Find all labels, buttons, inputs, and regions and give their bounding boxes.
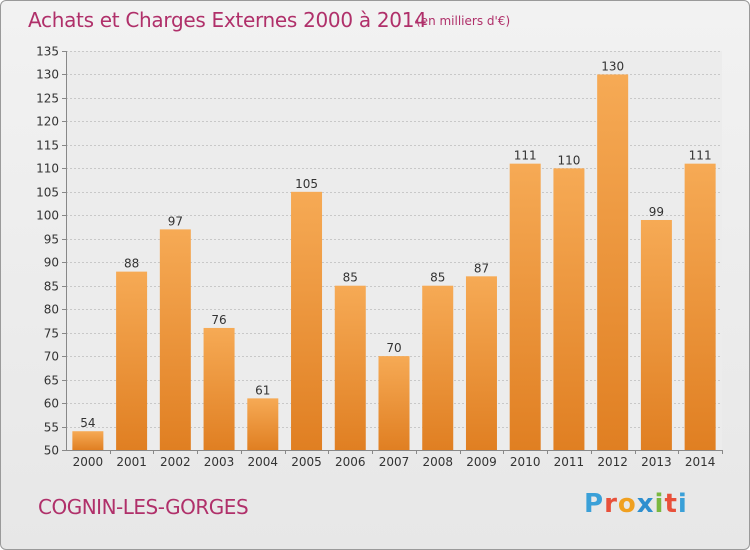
x-tick-label: 2006 [335, 455, 366, 469]
y-tick-label: 75 [44, 327, 59, 341]
data-label: 105 [295, 177, 318, 191]
y-tick-label: 70 [44, 350, 59, 364]
chart-subtitle: (en milliers d'€) [416, 14, 511, 28]
bar [597, 74, 629, 451]
y-tick-label: 65 [44, 374, 59, 388]
bar [509, 163, 541, 451]
bar [334, 285, 366, 450]
y-tick-label: 50 [44, 444, 59, 458]
y-tick-label: 120 [36, 115, 59, 129]
x-tick-label: 2007 [379, 455, 410, 469]
y-tick-label: 55 [44, 421, 59, 435]
logo-letter: o [617, 489, 637, 519]
y-tick-label: 60 [44, 397, 59, 411]
x-tick-label: 2000 [73, 455, 104, 469]
x-tick-label: 2010 [510, 455, 541, 469]
bar [291, 191, 323, 450]
chart-title: Achats et Charges Externes 2000 à 2014 [28, 8, 427, 32]
data-label: 54 [80, 416, 95, 430]
x-tick-label: 2005 [291, 455, 322, 469]
y-tick-label: 125 [36, 92, 59, 106]
logo-letter: r [604, 489, 618, 519]
bar [116, 271, 148, 450]
data-label: 99 [649, 205, 664, 219]
y-tick-label: 115 [36, 139, 59, 153]
bar [684, 163, 716, 451]
x-tick-label: 2002 [160, 455, 191, 469]
data-label: 76 [211, 313, 226, 327]
data-label: 97 [168, 214, 183, 228]
bar [203, 327, 235, 450]
logo-letter: i [677, 489, 688, 519]
y-tick-label: 130 [36, 68, 59, 82]
y-tick-label: 90 [44, 256, 59, 270]
y-tick-label: 85 [44, 280, 59, 294]
bar [553, 168, 585, 450]
x-tick-label: 2004 [248, 455, 279, 469]
data-label: 88 [124, 257, 139, 271]
x-tick-label: 2001 [116, 455, 147, 469]
y-tick-label: 110 [36, 162, 59, 176]
x-tick-label: 2013 [641, 455, 672, 469]
proxiti-logo: Proxiti [584, 489, 688, 519]
bar [72, 431, 104, 450]
data-label: 111 [514, 149, 537, 163]
y-tick-label: 80 [44, 303, 59, 317]
data-label: 87 [474, 261, 489, 275]
y-tick-label: 105 [36, 186, 59, 200]
logo-letter: t [664, 489, 678, 519]
x-tick-label: 2012 [597, 455, 628, 469]
logo-letter: x [636, 489, 655, 519]
y-tick-label: 135 [36, 45, 59, 59]
bar [378, 356, 410, 450]
data-label: 85 [430, 271, 445, 285]
bar [640, 219, 672, 450]
logo-letter: P [584, 489, 605, 519]
y-tick-label: 100 [36, 209, 59, 223]
data-label: 85 [343, 271, 358, 285]
x-tick-label: 2009 [466, 455, 497, 469]
x-tick-label: 2014 [685, 455, 716, 469]
logo-letter: i [654, 489, 665, 519]
bar [465, 276, 497, 450]
commune-name: COGNIN-LES-GORGES [38, 495, 249, 519]
data-label: 130 [601, 59, 624, 73]
bar [247, 398, 279, 450]
x-tick-label: 2011 [554, 455, 585, 469]
x-tick-label: 2008 [422, 455, 453, 469]
bar [422, 285, 454, 450]
data-label: 70 [386, 341, 401, 355]
data-label: 111 [689, 149, 712, 163]
data-label: 110 [557, 153, 580, 167]
data-label: 61 [255, 383, 270, 397]
bar [159, 229, 191, 450]
x-tick-label: 2003 [204, 455, 235, 469]
y-tick-label: 95 [44, 233, 59, 247]
